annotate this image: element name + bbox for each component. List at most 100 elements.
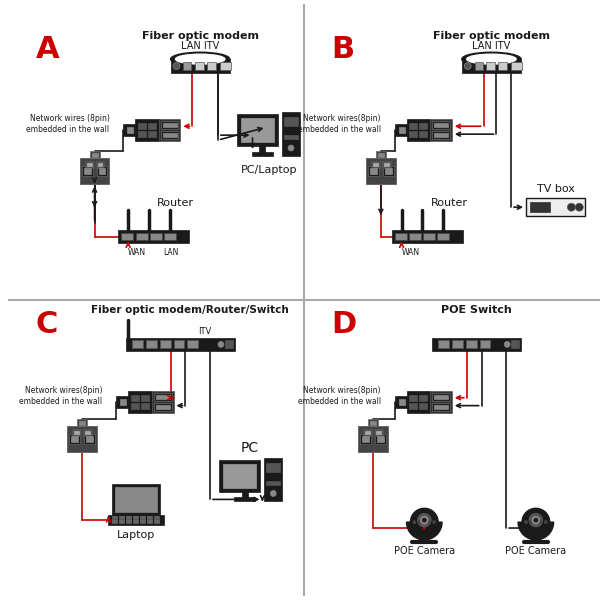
Circle shape (418, 521, 421, 524)
Ellipse shape (462, 52, 521, 66)
Bar (118, 230, 190, 243)
Text: D: D (331, 310, 357, 339)
Bar (266, 463, 280, 472)
Bar (163, 133, 176, 137)
Text: WAN: WAN (128, 248, 146, 257)
Bar (92, 153, 98, 157)
Bar (89, 151, 100, 159)
Bar (423, 233, 435, 240)
Bar (363, 430, 372, 436)
Bar (462, 59, 521, 73)
Bar (119, 517, 124, 518)
Bar (136, 233, 148, 240)
Bar (511, 62, 522, 70)
Bar (85, 431, 89, 434)
Bar (432, 121, 450, 129)
Bar (77, 419, 86, 427)
Bar (374, 430, 383, 436)
Bar (95, 161, 104, 168)
Bar (84, 168, 91, 173)
Bar (132, 340, 143, 349)
Bar (154, 403, 172, 410)
Ellipse shape (176, 54, 225, 64)
Bar (115, 487, 157, 512)
Circle shape (544, 521, 547, 524)
Bar (371, 161, 380, 168)
Text: Network wires (8pin)
embedded in the wall: Network wires (8pin) embedded in the wal… (26, 114, 109, 134)
Ellipse shape (467, 54, 516, 64)
Bar (284, 118, 298, 126)
Bar (123, 124, 135, 136)
Bar (365, 431, 370, 434)
Bar (109, 515, 164, 525)
Ellipse shape (170, 52, 230, 66)
Bar (119, 519, 124, 521)
Bar (146, 340, 157, 349)
Bar (138, 123, 146, 129)
Bar (154, 521, 159, 523)
Bar (140, 517, 145, 518)
Circle shape (568, 203, 575, 211)
Bar (434, 123, 448, 127)
Bar (430, 391, 452, 413)
Bar (407, 391, 430, 413)
Bar (79, 421, 85, 425)
Bar (370, 421, 376, 425)
Bar (148, 123, 156, 129)
Bar (409, 233, 421, 240)
Bar (86, 436, 92, 442)
Bar (163, 123, 176, 127)
Bar (84, 434, 95, 444)
Circle shape (524, 521, 527, 524)
Circle shape (529, 513, 543, 527)
Bar (373, 163, 378, 166)
Circle shape (421, 516, 428, 524)
Bar (432, 403, 450, 410)
Bar (112, 484, 160, 515)
Bar (225, 340, 233, 349)
Text: Network wires(8pin)
embedded in the wall: Network wires(8pin) embedded in the wall (298, 386, 381, 406)
Bar (370, 168, 377, 173)
Bar (120, 399, 126, 404)
Bar (195, 62, 204, 70)
Bar (432, 131, 450, 139)
Text: PC/Laptop: PC/Laptop (241, 165, 298, 175)
Bar (131, 403, 139, 409)
Bar (173, 340, 184, 349)
Bar (154, 393, 172, 401)
Text: Fiber optic modem/Router/Switch: Fiber optic modem/Router/Switch (91, 305, 289, 315)
Bar (141, 403, 149, 409)
Bar (409, 123, 418, 129)
Bar (259, 144, 265, 154)
Text: Network wires(8pin)
embedded in the wall: Network wires(8pin) embedded in the wall (298, 114, 381, 134)
Bar (466, 340, 476, 349)
Bar (398, 399, 404, 404)
Bar (368, 166, 379, 176)
Bar (131, 395, 139, 401)
Bar (116, 396, 128, 407)
Text: Laptop: Laptop (117, 530, 155, 540)
Circle shape (532, 516, 540, 524)
Bar (398, 127, 404, 133)
Bar (419, 395, 427, 401)
Bar (375, 434, 386, 444)
Bar (148, 131, 156, 137)
Circle shape (173, 62, 180, 70)
Bar (98, 163, 103, 166)
Bar (74, 431, 79, 434)
Bar (112, 517, 117, 518)
Bar (156, 404, 170, 409)
Bar (223, 464, 256, 488)
Text: Router: Router (430, 198, 467, 208)
Bar (126, 519, 131, 521)
Bar (234, 497, 256, 502)
Circle shape (218, 341, 224, 347)
Bar (82, 166, 92, 176)
Bar (407, 119, 430, 141)
Text: POE Switch: POE Switch (441, 305, 512, 315)
Circle shape (422, 518, 426, 522)
Wedge shape (410, 508, 438, 522)
Circle shape (423, 521, 426, 524)
Bar (376, 151, 386, 159)
Text: B: B (331, 35, 355, 64)
